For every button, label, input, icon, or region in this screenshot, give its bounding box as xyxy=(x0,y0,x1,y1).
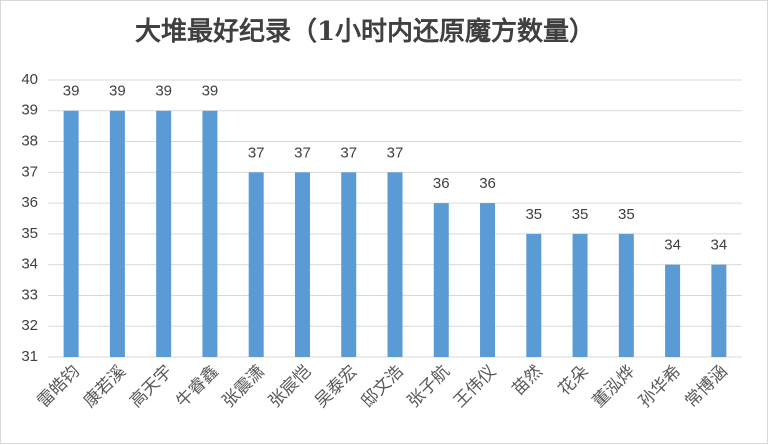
data-label: 36 xyxy=(433,175,450,192)
y-tick-label: 37 xyxy=(21,163,38,180)
bar xyxy=(572,233,588,357)
y-tick-label: 38 xyxy=(21,133,38,150)
data-label: 39 xyxy=(202,83,219,100)
bar xyxy=(526,233,542,357)
y-tick-label: 31 xyxy=(21,348,38,365)
data-label: 36 xyxy=(479,175,496,192)
data-label: 37 xyxy=(294,144,311,161)
data-label: 35 xyxy=(525,206,542,223)
y-tick-label: 33 xyxy=(21,286,38,303)
y-tick-label: 40 xyxy=(21,71,38,88)
data-label: 34 xyxy=(664,237,681,254)
bar xyxy=(202,110,218,358)
bar xyxy=(665,264,681,357)
bar xyxy=(341,172,357,357)
y-tick-label: 32 xyxy=(21,317,38,334)
y-tick-label: 34 xyxy=(21,256,38,273)
chart-title: 大堆最好纪录（1小时内还原魔方数量） xyxy=(135,16,595,47)
y-tick-label: 39 xyxy=(21,102,38,119)
data-label: 37 xyxy=(387,144,404,161)
data-label: 39 xyxy=(109,83,126,100)
data-label: 35 xyxy=(618,206,635,223)
bar xyxy=(433,203,449,357)
y-tick-label: 36 xyxy=(21,194,38,211)
data-label: 37 xyxy=(248,144,265,161)
bar xyxy=(109,110,125,358)
data-label: 39 xyxy=(155,83,172,100)
bar xyxy=(156,110,172,358)
bar xyxy=(618,233,634,357)
bar xyxy=(711,264,727,357)
data-label: 37 xyxy=(340,144,357,161)
y-tick-label: 35 xyxy=(21,225,38,242)
bar xyxy=(248,172,264,357)
bar xyxy=(480,203,496,357)
bar xyxy=(294,172,310,357)
data-label: 34 xyxy=(711,237,728,254)
bar xyxy=(63,110,79,358)
bar xyxy=(387,172,403,357)
data-label: 35 xyxy=(572,206,589,223)
data-label: 39 xyxy=(63,83,80,100)
